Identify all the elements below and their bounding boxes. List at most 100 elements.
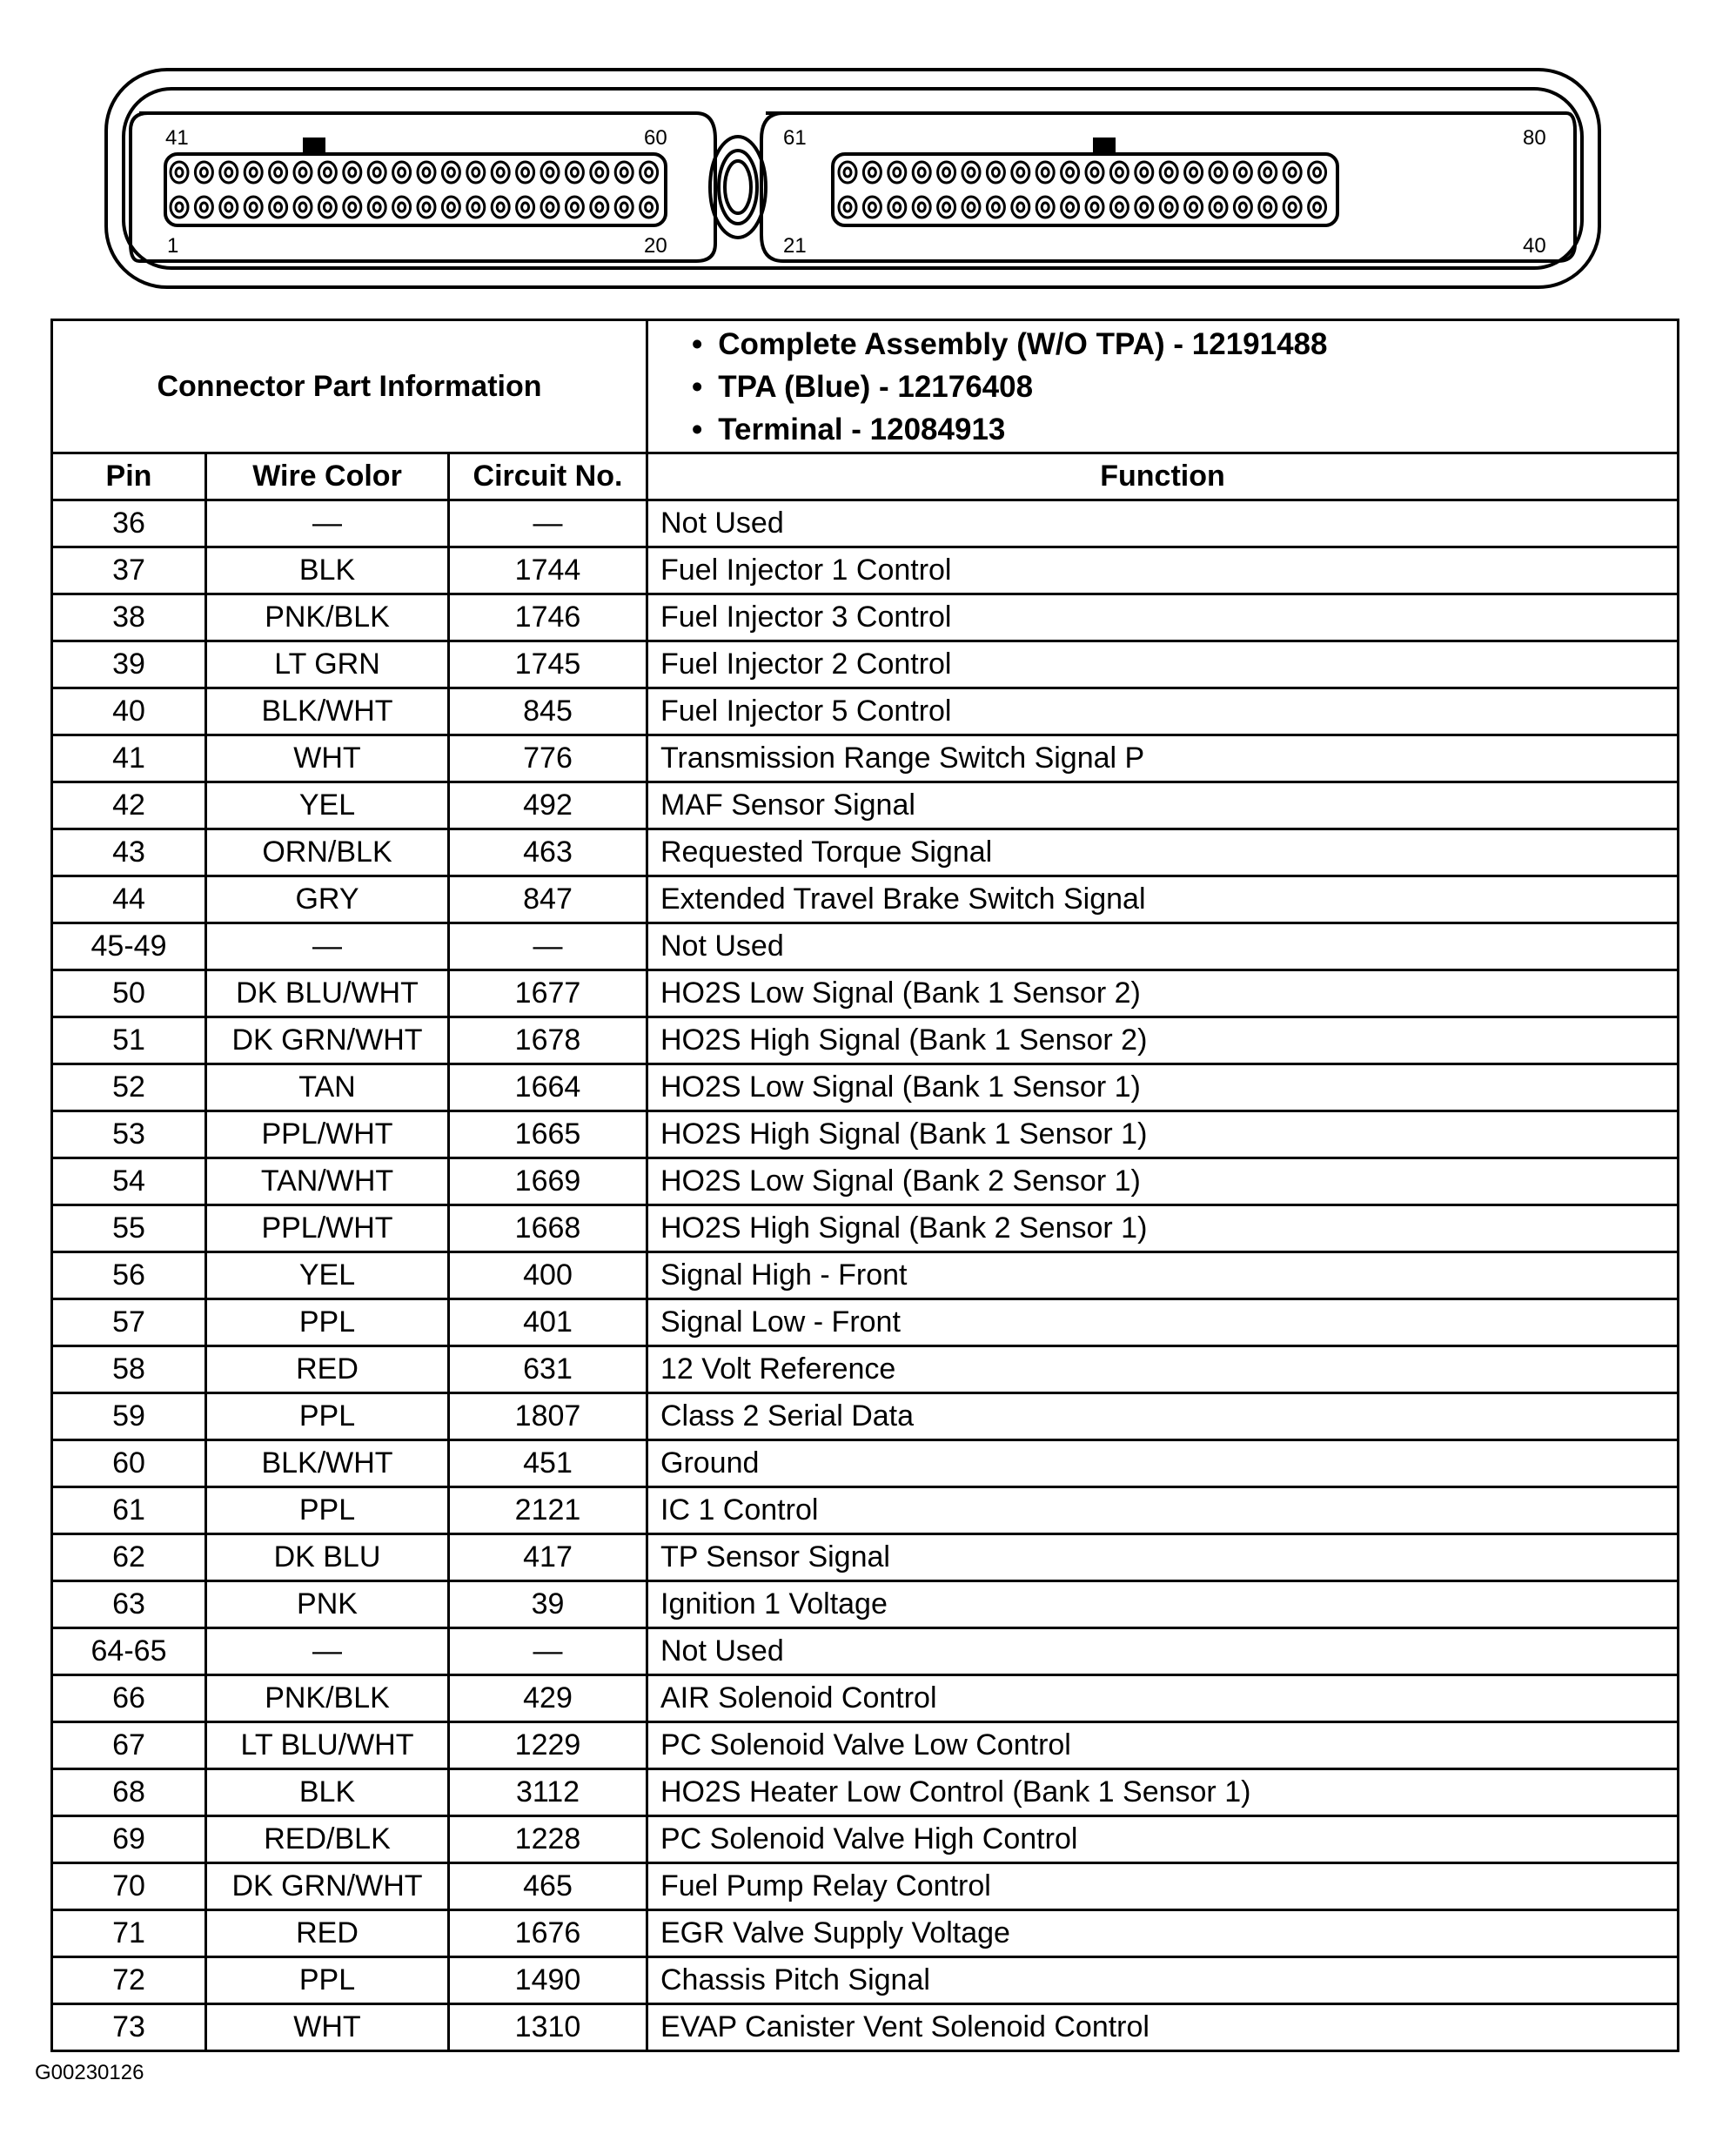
pin-socket-icon [366,195,387,219]
pin-label-21: 21 [783,234,807,258]
column-header-function: Function [646,452,1679,501]
pin-socket-icon [218,195,239,219]
pin-socket-icon [589,160,610,185]
cell-function: Fuel Injector 5 Control [646,687,1679,736]
pin-socket-icon [515,195,536,219]
pin-socket-icon [1183,195,1204,219]
cell-circuit-no: 1668 [447,1204,648,1253]
table-row: 66 PNK/BLK 429 AIR Solenoid Control [50,1674,1679,1723]
pin-socket-icon [564,195,585,219]
cell-circuit-no: 1745 [447,640,648,689]
cell-wire-color: BLK [204,546,450,595]
cell-pin: 51 [50,1016,207,1065]
pin-socket-icon [613,195,634,219]
cell-pin: 44 [50,875,207,924]
cell-pin: 56 [50,1251,207,1300]
cell-pin: 40 [50,687,207,736]
pin-label-61: 61 [783,126,807,150]
cell-function: Fuel Injector 1 Control [646,546,1679,595]
pin-socket-icon [466,160,486,185]
cell-wire-color: PPL [204,1298,450,1347]
pin-socket-icon [1134,160,1155,185]
cell-wire-color: WHT [204,2003,450,2052]
pin-socket-icon [837,195,858,219]
cell-pin: 39 [50,640,207,689]
cell-wire-color: PNK/BLK [204,593,450,642]
pin-socket-icon [490,195,511,219]
cell-wire-color: PPL [204,1486,450,1535]
cell-wire-color: YEL [204,781,450,830]
cell-circuit-no: 401 [447,1298,648,1347]
pin-socket-icon [342,160,363,185]
cell-wire-color: PNK/BLK [204,1674,450,1723]
cell-circuit-no: 400 [447,1251,648,1300]
pin-socket-icon [193,160,214,185]
cell-circuit-no: 1310 [447,2003,648,2052]
cell-wire-color: PPL [204,1956,450,2005]
table-row: 60 BLK/WHT 451 Ground [50,1439,1679,1488]
pin-socket-icon [837,160,858,185]
cell-wire-color: YEL [204,1251,450,1300]
pin-label-40: 40 [1523,234,1546,258]
cell-pin: 68 [50,1768,207,1817]
table-row: 51 DK GRN/WHT 1678 HO2S High Signal (Bank 1… [50,1016,1679,1065]
cell-pin: 52 [50,1063,207,1112]
pin-socket-icon [1158,160,1179,185]
cell-pin: 64-65 [50,1627,207,1676]
cell-pin: 59 [50,1392,207,1441]
table-row: 52 TAN 1664 HO2S Low Signal (Bank 1 Sensor … [50,1063,1679,1112]
cell-circuit-no: 847 [447,875,648,924]
cell-circuit-no: 1665 [447,1110,648,1159]
cell-wire-color: PPL/WHT [204,1204,450,1253]
cell-circuit-no: 451 [447,1439,648,1488]
cell-circuit-no: 429 [447,1674,648,1723]
cell-wire-color: PNK [204,1580,450,1629]
cell-wire-color: DK BLU/WHT [204,969,450,1018]
left-key-tab [303,138,325,153]
cell-wire-color: RED [204,1909,450,1958]
table-row: 68 BLK 3112 HO2S Heater Low Control (Bank 1… [50,1768,1679,1817]
pin-socket-icon [1010,160,1031,185]
pin-socket-icon [1282,195,1303,219]
cell-wire-color: PPL [204,1392,450,1441]
table-row: 61 PPL 2121 IC 1 Control [50,1486,1679,1535]
pin-socket-icon [613,160,634,185]
cell-function: Fuel Pump Relay Control [646,1862,1679,1911]
pin-socket-icon [861,160,882,185]
right-key-tab [1093,138,1116,153]
pin-socket-icon [1134,195,1155,219]
pin-socket-icon [1158,195,1179,219]
pin-socket-icon [1084,195,1105,219]
cell-circuit-no: 417 [447,1533,648,1582]
pin-socket-icon [1307,160,1328,185]
figure-id: G00230126 [35,2061,144,2084]
pin-socket-icon [392,195,412,219]
pin-socket-icon [218,160,239,185]
cell-function: IC 1 Control [646,1486,1679,1535]
pin-socket-icon [1035,160,1056,185]
cell-function: TP Sensor Signal [646,1533,1679,1582]
cell-pin: 36 [50,499,207,548]
table-row: 41 WHT 776 Transmission Range Switch Signal… [50,734,1679,783]
cell-function: Extended Travel Brake Switch Signal [646,875,1679,924]
pin-socket-icon [342,195,363,219]
cell-wire-color: DK BLU [204,1533,450,1582]
pin-socket-icon [268,195,289,219]
cell-wire-color: LT BLU/WHT [204,1721,450,1770]
part-info-row: Connector Part Information Complete Asse… [50,319,1679,454]
cell-pin: 41 [50,734,207,783]
table-row: 70 DK GRN/WHT 465 Fuel Pump Relay Control [50,1862,1679,1911]
pin-socket-icon [1232,195,1253,219]
pin-socket-icon [366,160,387,185]
cell-wire-color: WHT [204,734,450,783]
pin-socket-icon [466,195,486,219]
pin-label-41: 41 [165,126,189,150]
table-row: 44 GRY 847 Extended Travel Brake Switch Sig… [50,875,1679,924]
table-row: 72 PPL 1490 Chassis Pitch Signal [50,1956,1679,2005]
cell-circuit-no: 1669 [447,1157,648,1206]
connector-outer-shell [104,68,1601,289]
cell-function: Transmission Range Switch Signal P [646,734,1679,783]
table-row: 64-65— — Not Used [50,1627,1679,1676]
cell-function: Ignition 1 Voltage [646,1580,1679,1629]
pin-socket-icon [589,195,610,219]
